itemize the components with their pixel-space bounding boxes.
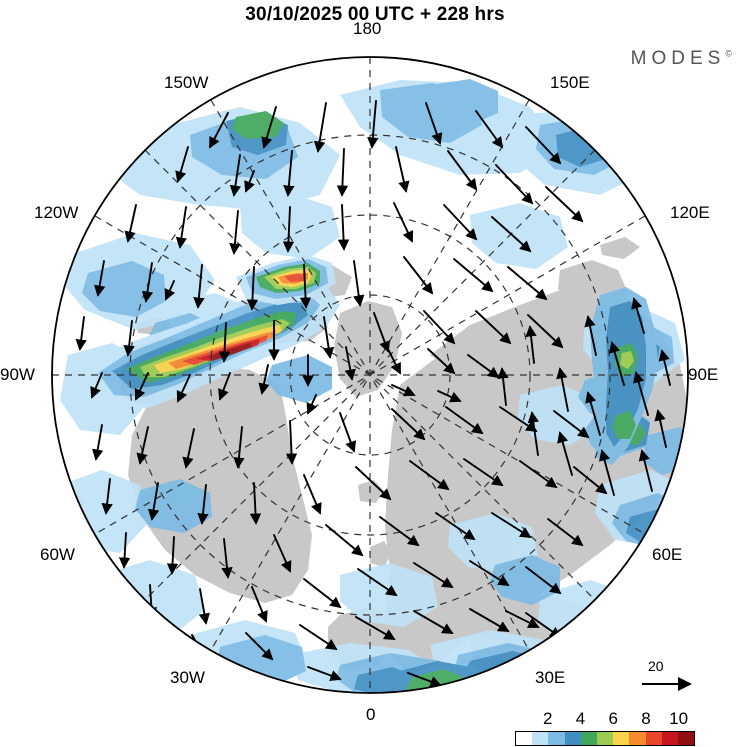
lon-label-90w: 90W xyxy=(0,365,35,384)
lon-label-60e: 60E xyxy=(652,545,683,564)
colorbar-band-6 xyxy=(613,732,630,745)
colorbar-band-7 xyxy=(629,732,646,745)
lon-label-150w: 150W xyxy=(164,73,209,92)
colorbar-band-0 xyxy=(516,732,533,745)
map-boundary-circle xyxy=(51,56,689,694)
colorbar xyxy=(515,731,695,746)
copyright-icon: © xyxy=(725,48,732,59)
lon-label-60w: 60W xyxy=(40,545,75,564)
colorbar-tick-8: 8 xyxy=(641,709,651,728)
colorbar-tick-labels: 2 4 6 8 10 xyxy=(515,709,695,729)
contour-shading xyxy=(55,79,688,693)
colorbar-tick-2: 2 xyxy=(542,709,553,728)
colorbar-band-1 xyxy=(532,732,549,745)
lon-label-150e: 150E xyxy=(550,73,590,92)
colorbar-band-5 xyxy=(596,732,614,745)
logo-text: MODES xyxy=(630,48,726,69)
modes-logo: MODES© xyxy=(631,48,732,70)
lon-label-0: 0 xyxy=(366,705,376,724)
colorbar-tick-6: 6 xyxy=(608,709,618,728)
wind-vectors xyxy=(75,100,671,688)
wind-vector-legend: 20 xyxy=(640,658,710,700)
lon-label-120w: 120W xyxy=(34,203,79,222)
lon-label-30e: 30E xyxy=(535,668,566,687)
vector-legend-value: 20 xyxy=(648,658,664,674)
polar-map: 180 150W 120W 90W 60W 30W 0 30E 60E 90E … xyxy=(0,19,718,724)
map-content xyxy=(52,57,688,693)
vector-legend-arrow-icon xyxy=(642,677,692,691)
lon-label-90e: 90E xyxy=(688,365,719,384)
lon-label-120e: 120E xyxy=(670,203,710,222)
lon-label-30w: 30W xyxy=(170,668,205,687)
colorbar-band-10 xyxy=(677,732,695,745)
colorbar-tick-10: 10 xyxy=(669,709,689,728)
colorbar-band-8 xyxy=(645,732,662,745)
colorbar-band-3 xyxy=(564,732,581,745)
colorbar-band-4 xyxy=(580,732,597,745)
intensity-maximum xyxy=(82,255,340,411)
east-asia-band xyxy=(590,287,658,465)
graticule-lines xyxy=(52,57,688,693)
colorbar-band-9 xyxy=(661,732,678,745)
page-title: 30/10/2025 00 UTC + 228 hrs xyxy=(245,4,505,25)
map-canvas xyxy=(51,56,689,694)
lon-label-180: 180 xyxy=(353,19,382,38)
colorbar-tick-4: 4 xyxy=(575,709,586,728)
colorbar-band-2 xyxy=(548,732,565,745)
